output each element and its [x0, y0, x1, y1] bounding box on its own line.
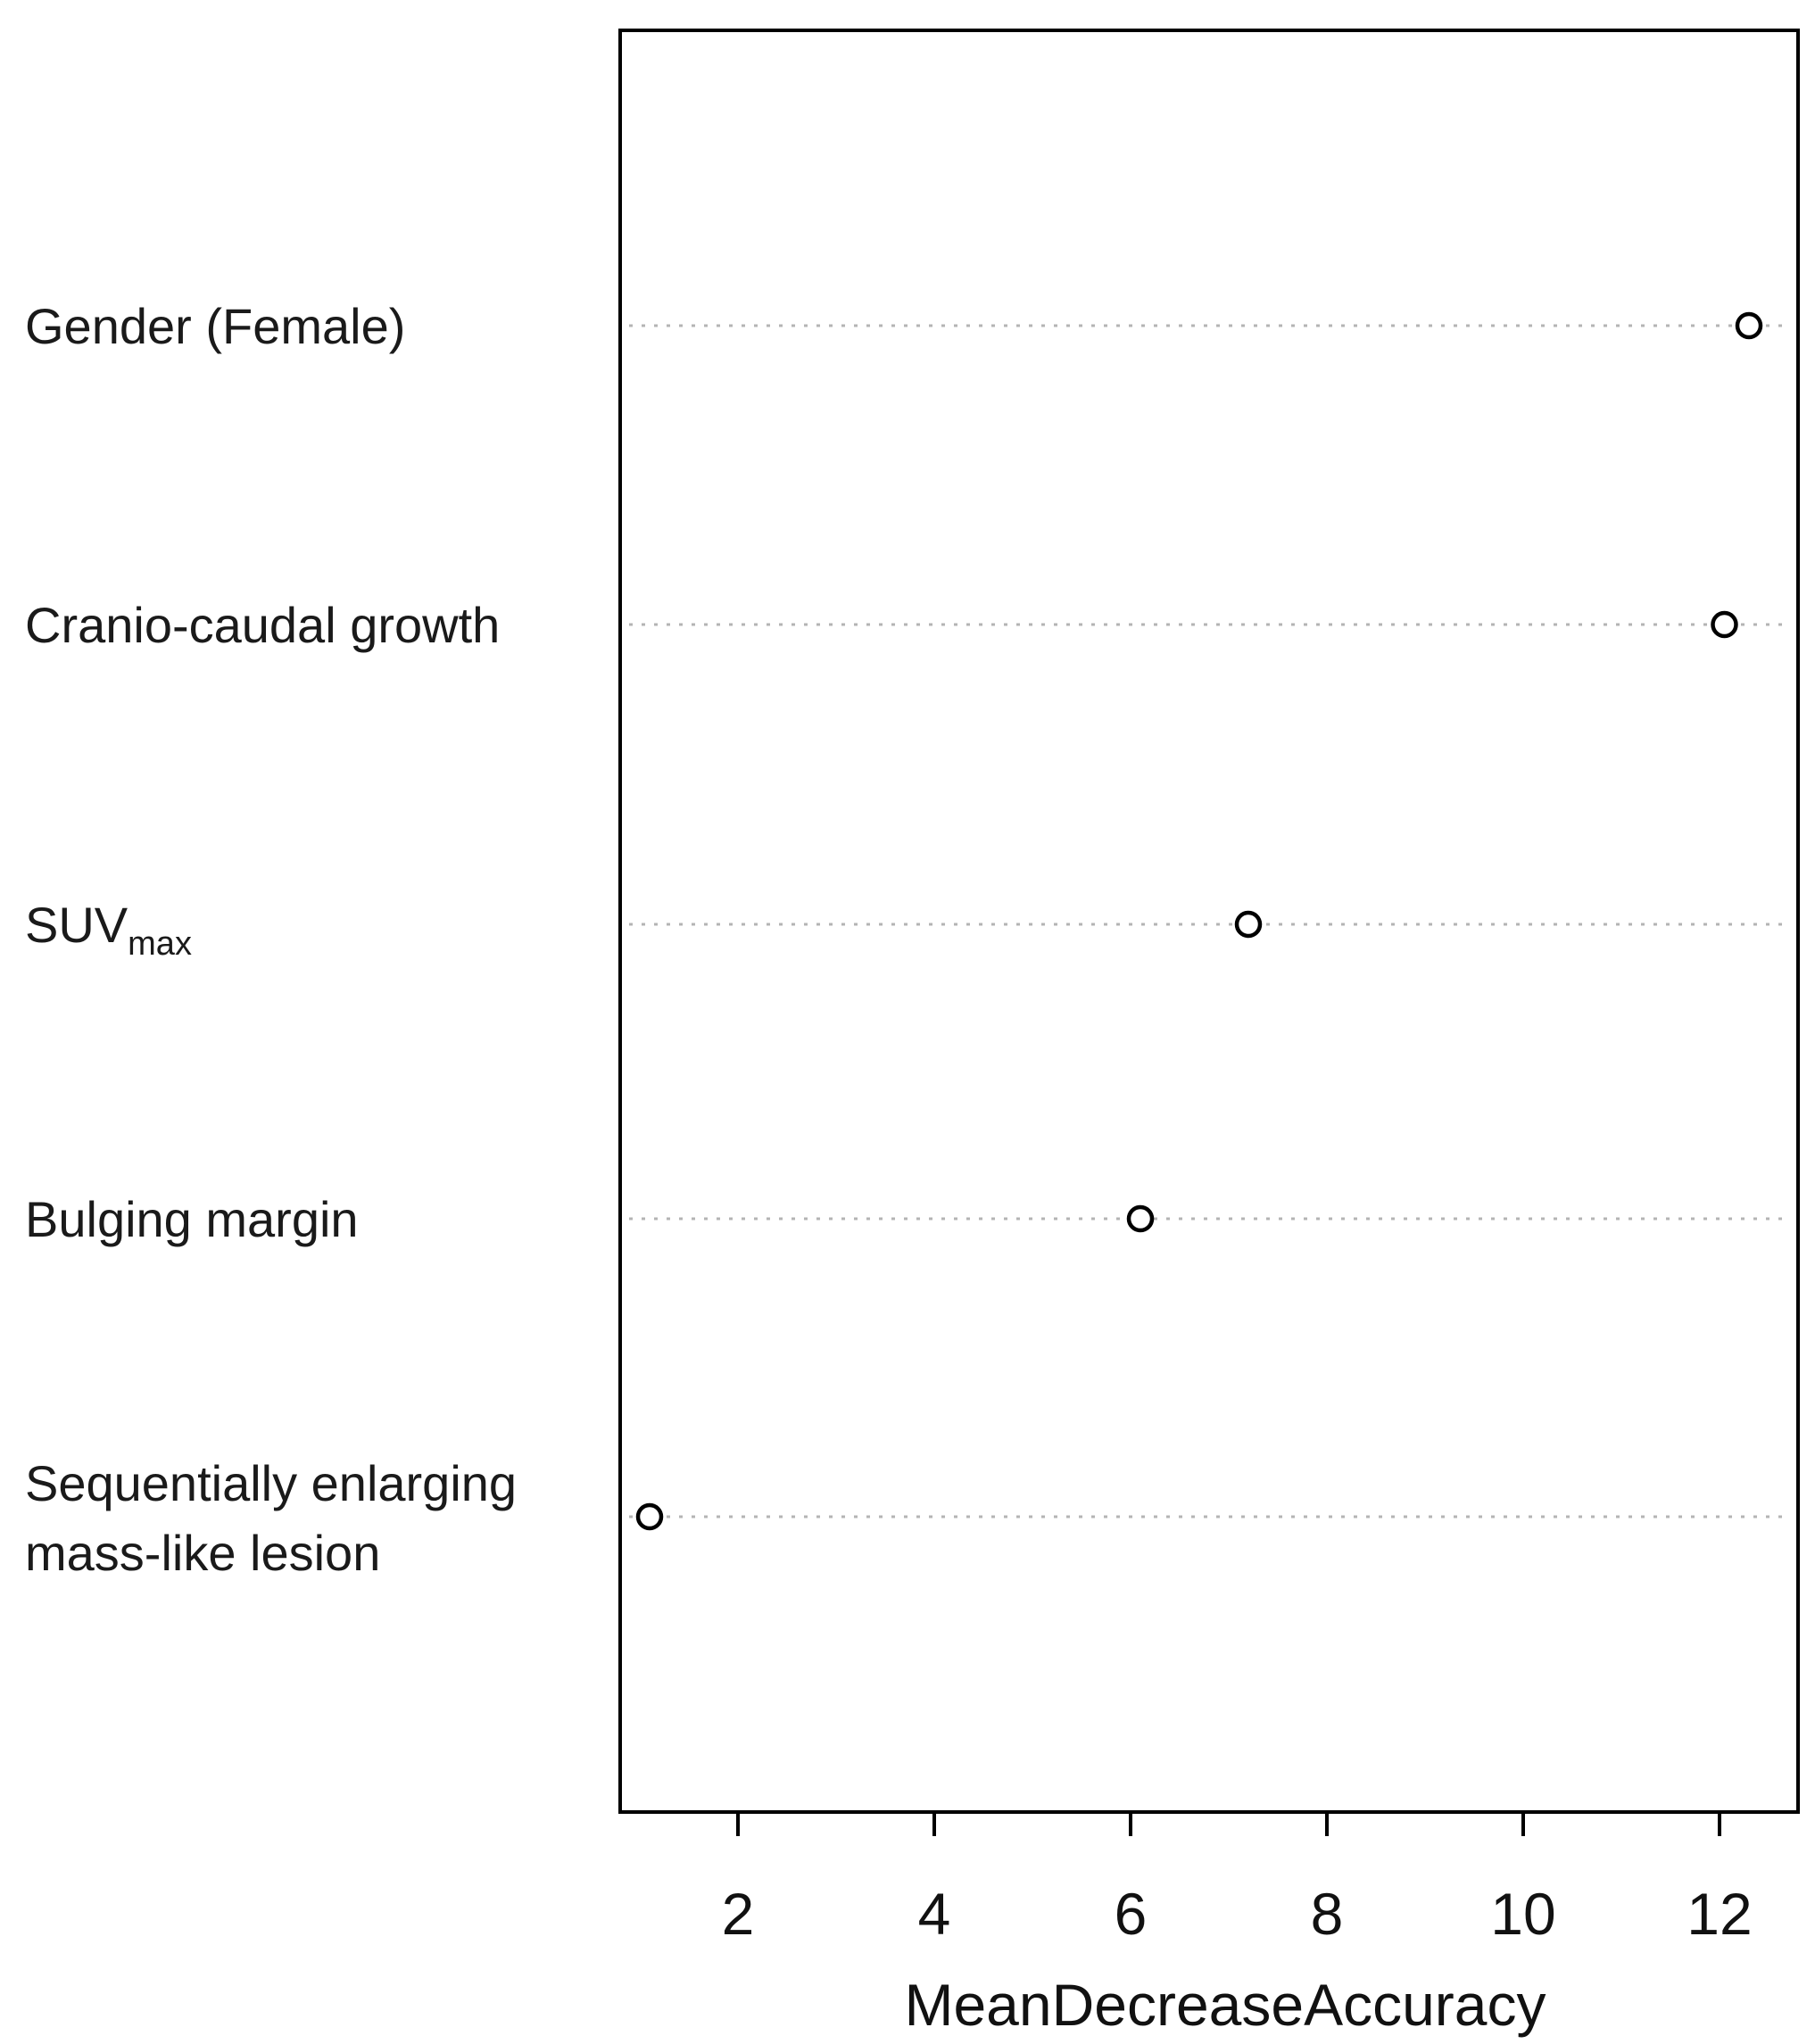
data-point-1: [1735, 311, 1763, 340]
x-axis-title: MeanDecreaseAccuracy: [905, 1972, 1546, 2038]
data-point-3: [1234, 910, 1263, 939]
grid-lines: [629, 324, 1789, 1519]
label-subscript: max: [128, 925, 192, 963]
x-tick-label-6: 6: [1115, 1881, 1148, 1947]
x-tick-label-10: 10: [1490, 1881, 1555, 1947]
category-label-text: Gender (Female): [25, 298, 405, 354]
category-label-text: Cranio-caudal growth: [25, 597, 500, 653]
data-point-2: [1711, 610, 1738, 639]
x-tick-label-8: 8: [1311, 1881, 1344, 1947]
label-main: SUV: [25, 897, 128, 953]
x-tick-label-2: 2: [722, 1881, 755, 1947]
category-label-line: Sequentially enlarging: [25, 1455, 517, 1511]
data-points: [635, 311, 1763, 1531]
data-point-4: [1126, 1204, 1155, 1233]
plot-frame: [618, 29, 1800, 1814]
category-label-line: mass-like lesion: [25, 1525, 380, 1581]
category-label-3: SUVmax: [25, 897, 192, 963]
category-label-1: Gender (Female): [25, 298, 405, 354]
category-label-5: Sequentially enlarging mass-like lesion: [25, 1455, 517, 1581]
category-label-text: SUVmax: [25, 897, 192, 963]
category-label-text: Bulging margin: [25, 1191, 359, 1247]
data-point-5: [635, 1502, 664, 1531]
x-axis: 2 4 6 8 10 12: [722, 1812, 1753, 1947]
category-label-4: Bulging margin: [25, 1191, 359, 1247]
x-tick-label-4: 4: [918, 1881, 951, 1947]
category-labels: Gender (Female)Cranio-caudal growthSUVma…: [25, 298, 517, 1581]
category-label-2: Cranio-caudal growth: [25, 597, 500, 653]
x-tick-label-12: 12: [1687, 1881, 1752, 1947]
